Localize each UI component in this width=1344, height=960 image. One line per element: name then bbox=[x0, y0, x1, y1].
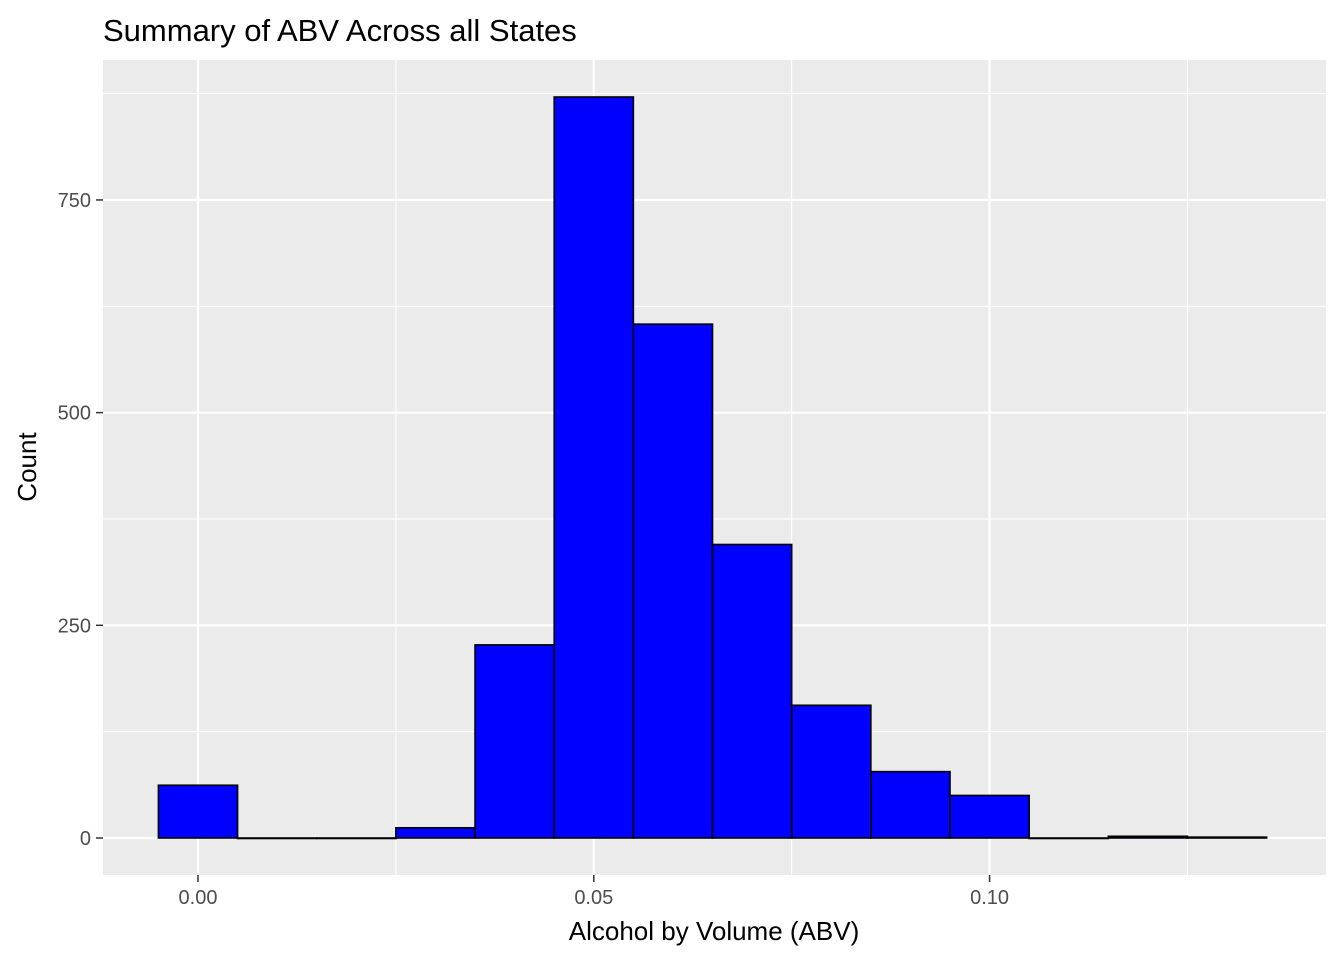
y-tick-label: 0 bbox=[80, 828, 91, 850]
x-tick-label: 0.05 bbox=[574, 887, 613, 909]
x-tick-label: 0.10 bbox=[970, 887, 1009, 909]
histogram-bar bbox=[395, 826, 476, 839]
minor-gridlines bbox=[103, 60, 1326, 875]
histogram-bar bbox=[711, 543, 793, 839]
y-tick-label: 750 bbox=[58, 190, 91, 212]
histogram-bar bbox=[870, 770, 951, 839]
histogram-bar bbox=[949, 794, 1030, 839]
x-axis-title: Alcohol by Volume (ABV) bbox=[569, 916, 859, 946]
chart-title: Summary of ABV Across all States bbox=[103, 13, 577, 48]
histogram-bars bbox=[157, 96, 1268, 840]
histogram-bar bbox=[790, 704, 872, 839]
histogram-bar bbox=[236, 837, 318, 840]
histogram-bar bbox=[632, 323, 714, 839]
histogram-bar bbox=[1107, 835, 1189, 839]
y-tick-label: 250 bbox=[58, 615, 91, 637]
x-tick-label: 0.00 bbox=[179, 887, 218, 909]
histogram-bar bbox=[1028, 837, 1110, 840]
y-axis: 0 250 500 750 bbox=[58, 190, 103, 850]
y-tick-label: 500 bbox=[58, 403, 91, 425]
histogram-bar bbox=[474, 644, 556, 839]
histogram-bar bbox=[553, 96, 635, 839]
x-axis: 0.00 0.05 0.10 bbox=[179, 875, 1009, 909]
histogram-bar bbox=[1186, 836, 1268, 839]
y-axis-title: Count bbox=[12, 432, 42, 502]
histogram-bar bbox=[315, 837, 397, 840]
histogram-bar bbox=[157, 784, 239, 839]
